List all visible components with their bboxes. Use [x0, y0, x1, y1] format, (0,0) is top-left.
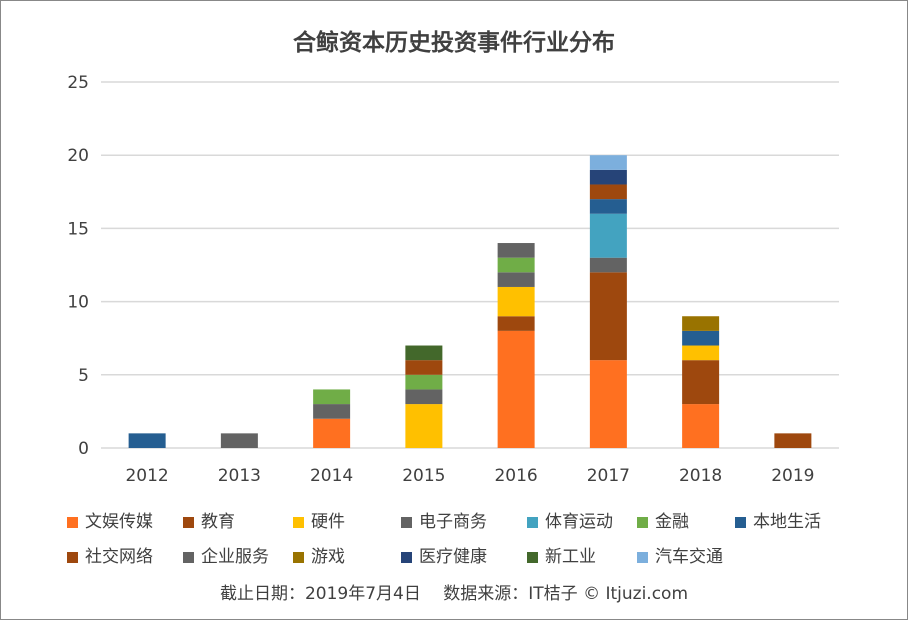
- x-tick-label: 2012: [125, 466, 168, 486]
- legend-swatch: [401, 551, 412, 563]
- legend-item: 游戏: [293, 542, 345, 567]
- bar-segment: [589, 257, 627, 273]
- bar-segment: [405, 360, 443, 375]
- bar-segment: [682, 360, 720, 405]
- y-tick-label: 25: [67, 73, 89, 93]
- bar-segment: [774, 433, 812, 448]
- x-tick-label: 2015: [402, 466, 445, 486]
- legend-label: 新工业: [545, 547, 596, 567]
- legend-item: 文娱传媒: [67, 507, 153, 532]
- legend-swatch: [527, 516, 538, 528]
- legend-swatch: [637, 551, 648, 563]
- bar-segment: [497, 272, 535, 287]
- legend-label: 金融: [655, 512, 689, 532]
- chart-title: 合鲸资本历史投资事件行业分布: [293, 30, 615, 56]
- legend-swatch: [183, 516, 194, 528]
- legend-item: 金融: [637, 507, 689, 532]
- bar-segment: [589, 360, 627, 448]
- legend-label: 硬件: [311, 512, 345, 532]
- legend-swatch: [183, 551, 194, 563]
- y-tick-label: 20: [67, 146, 89, 166]
- x-tick-label: 2014: [310, 466, 353, 486]
- x-tick-label: 2018: [679, 466, 722, 486]
- legend-swatch: [735, 516, 746, 528]
- bar-segment: [497, 257, 535, 273]
- legend-swatch: [527, 551, 538, 563]
- bar-segment: [589, 184, 627, 200]
- footer-note: 截止日期：2019年7月4日 数据来源：IT桔子 © Itjuzi.com: [219, 584, 689, 604]
- bar-segment: [589, 155, 627, 170]
- bar-segment: [589, 272, 627, 361]
- bar-segment: [497, 243, 535, 258]
- legend-item: 新工业: [527, 542, 596, 567]
- legend-label: 企业服务: [201, 547, 269, 567]
- y-tick-label: 5: [78, 366, 89, 386]
- legend-swatch: [293, 516, 304, 528]
- bar-segment: [128, 433, 166, 448]
- legend-item: 硬件: [293, 507, 345, 532]
- legend-label: 教育: [201, 512, 235, 532]
- bar-segment: [220, 433, 258, 448]
- bar-segment: [497, 286, 535, 317]
- bar-segment: [682, 330, 720, 346]
- y-tick-label: 15: [67, 219, 89, 239]
- bar-segment: [589, 213, 627, 258]
- bar-segment: [405, 345, 443, 361]
- x-tick-label: 2016: [494, 466, 537, 486]
- bar-segment: [313, 418, 351, 448]
- legend-item: 电子商务: [401, 507, 487, 532]
- bar-segment: [313, 404, 351, 419]
- legend-label: 本地生活: [753, 512, 821, 532]
- legend-label: 体育运动: [545, 512, 613, 532]
- legend-swatch: [401, 516, 412, 528]
- legend-item: 汽车交通: [637, 542, 723, 567]
- legend-label: 社交网络: [85, 547, 153, 567]
- bar-segment: [682, 345, 720, 361]
- plot-area: 0 5 10 15 20 25 2012 2013 2014 2015 2016 2017 2018 20…: [67, 73, 839, 486]
- bar-segment: [405, 374, 443, 390]
- legend-item: 本地生活: [735, 507, 821, 532]
- y-tick-label: 0: [78, 439, 89, 459]
- legend-label: 文娱传媒: [85, 512, 153, 532]
- x-tick-label: 2013: [218, 466, 261, 486]
- bar-segment: [497, 330, 535, 448]
- legend-swatch: [293, 551, 304, 563]
- bar-segment: [405, 404, 443, 448]
- bar-segment: [405, 389, 443, 405]
- bar-segment: [682, 404, 720, 448]
- legend-item: 教育: [183, 507, 235, 532]
- legend-swatch: [637, 516, 648, 528]
- bar-segment: [589, 199, 627, 214]
- legend-label: 医疗健康: [419, 547, 487, 567]
- legend-item: 社交网络: [67, 542, 153, 567]
- legend-label: 电子商务: [419, 512, 487, 532]
- legend-swatch: [67, 516, 78, 528]
- x-tick-label: 2019: [771, 466, 814, 486]
- x-tick-label: 2017: [587, 466, 630, 486]
- legend-item: 体育运动: [527, 507, 613, 532]
- legend-label: 汽车交通: [655, 547, 723, 567]
- bar-segment: [589, 169, 627, 185]
- bar-segment: [497, 316, 535, 331]
- legend-item: 医疗健康: [401, 542, 487, 567]
- legend-label: 游戏: [311, 547, 345, 567]
- bar-segment: [313, 389, 351, 405]
- y-tick-label: 10: [67, 293, 89, 313]
- legend-swatch: [67, 551, 78, 563]
- bar-segment: [682, 316, 720, 331]
- legend-item: 企业服务: [183, 542, 269, 567]
